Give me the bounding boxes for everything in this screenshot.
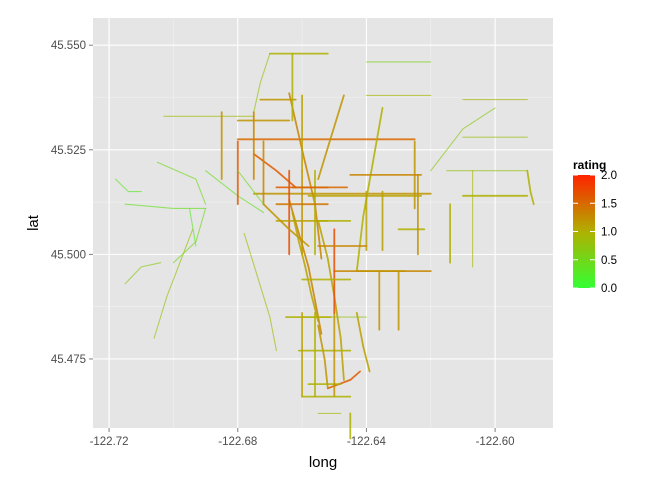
route-line <box>526 169 535 206</box>
route-lines <box>114 52 535 440</box>
panel-background <box>93 18 553 428</box>
x-axis-title: long <box>309 454 337 471</box>
route-line <box>253 53 271 113</box>
legend-tick-label: 0.0 <box>601 283 617 295</box>
y-tick-label: 45.500 <box>51 249 86 261</box>
x-tick-label: -122.68 <box>218 436 257 448</box>
route-line <box>288 92 323 260</box>
y-axis: 45.475 45.500 45.525 45.550 <box>51 40 93 366</box>
legend-tick-label: 2.0 <box>601 170 617 182</box>
route-line <box>243 232 277 352</box>
x-tick-label: -122.64 <box>347 436 387 448</box>
x-tick-label: -122.72 <box>90 436 129 448</box>
route-line <box>172 207 207 264</box>
y-tick-label: 45.475 <box>51 354 86 366</box>
route-line <box>317 324 329 390</box>
route-line <box>262 203 310 247</box>
route-line <box>430 107 496 172</box>
legend: rating 0.0 0.5 1.0 1.5 2.0 <box>573 158 617 295</box>
route-line <box>237 170 265 205</box>
route-line <box>153 228 194 339</box>
route-line <box>156 161 207 205</box>
x-axis: -122.72 -122.68 -122.64 -122.60 <box>90 428 515 448</box>
route-line <box>355 312 371 373</box>
y-tick-label: 45.525 <box>51 145 86 157</box>
legend-title: rating <box>573 158 606 172</box>
legend-tick-label: 1.0 <box>601 227 617 239</box>
legend-tick-label: 0.5 <box>601 255 617 267</box>
y-tick-label: 45.550 <box>51 40 86 52</box>
route-line <box>326 370 361 390</box>
route-line <box>288 199 323 335</box>
route-line <box>114 178 142 193</box>
route-line <box>252 153 297 189</box>
x-tick-label: -122.60 <box>476 436 515 448</box>
route-line <box>188 207 197 247</box>
legend-colorbar <box>573 175 595 288</box>
minor-grid <box>93 18 553 428</box>
legend-ticks: 0.0 0.5 1.0 1.5 2.0 <box>573 170 617 295</box>
route-line <box>124 203 207 209</box>
legend-tick-label: 1.5 <box>601 198 617 210</box>
route-line <box>124 262 162 285</box>
route-line <box>317 94 345 180</box>
route-line <box>355 107 384 272</box>
route-line <box>291 211 320 323</box>
y-axis-title: lat <box>25 214 42 231</box>
